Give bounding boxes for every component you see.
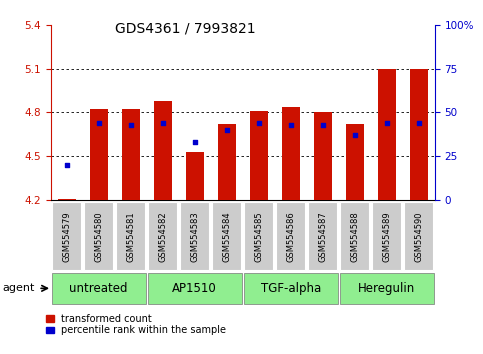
Bar (250, 111, 268, 200)
Bar (410, 69, 427, 200)
Bar (186, 152, 203, 200)
Bar (308, 202, 337, 270)
Text: GSM554586: GSM554586 (286, 211, 295, 262)
Text: Heregulin: Heregulin (358, 282, 415, 295)
Text: GSM554581: GSM554581 (126, 211, 135, 262)
Text: GSM554580: GSM554580 (94, 211, 103, 262)
Bar (314, 113, 331, 200)
Point (255, 120, 263, 126)
Bar (282, 107, 299, 200)
Text: GSM554582: GSM554582 (158, 211, 167, 262)
Bar (244, 202, 273, 270)
Bar (116, 202, 145, 270)
Bar (52, 202, 81, 270)
Bar (180, 202, 209, 270)
Bar (404, 202, 433, 270)
Text: TGF-alpha: TGF-alpha (261, 282, 321, 295)
Point (415, 120, 423, 126)
Text: GSM554589: GSM554589 (382, 211, 391, 262)
Bar (154, 101, 171, 200)
Text: GSM554590: GSM554590 (414, 211, 423, 262)
Legend: transformed count, percentile rank within the sample: transformed count, percentile rank withi… (46, 314, 227, 336)
Text: GSM554583: GSM554583 (190, 211, 199, 262)
Text: GDS4361 / 7993821: GDS4361 / 7993821 (115, 21, 256, 35)
Bar (340, 202, 369, 270)
Point (287, 122, 295, 127)
Text: GSM554587: GSM554587 (318, 211, 327, 262)
Text: untreated: untreated (70, 282, 128, 295)
Bar (276, 202, 305, 270)
Text: GSM554584: GSM554584 (222, 211, 231, 262)
Point (319, 122, 327, 127)
Text: GSM554588: GSM554588 (350, 211, 359, 262)
Bar (340, 273, 434, 304)
Bar (52, 273, 146, 304)
Bar (346, 124, 364, 200)
Point (63, 162, 71, 168)
Bar (58, 199, 75, 200)
Point (223, 127, 230, 133)
Point (351, 132, 358, 138)
Point (95, 120, 102, 126)
Text: agent: agent (2, 283, 35, 293)
Point (191, 139, 199, 145)
Point (159, 120, 167, 126)
Bar (122, 109, 140, 200)
Bar (84, 202, 113, 270)
Bar (378, 69, 396, 200)
Bar (148, 202, 177, 270)
Text: AP1510: AP1510 (172, 282, 217, 295)
Text: GSM554579: GSM554579 (62, 211, 71, 262)
Text: GSM554585: GSM554585 (254, 211, 263, 262)
Bar (244, 273, 338, 304)
Bar (90, 109, 108, 200)
Bar (372, 202, 401, 270)
Point (127, 122, 135, 127)
Bar (148, 273, 242, 304)
Point (383, 120, 391, 126)
Bar (218, 124, 236, 200)
Bar (212, 202, 241, 270)
